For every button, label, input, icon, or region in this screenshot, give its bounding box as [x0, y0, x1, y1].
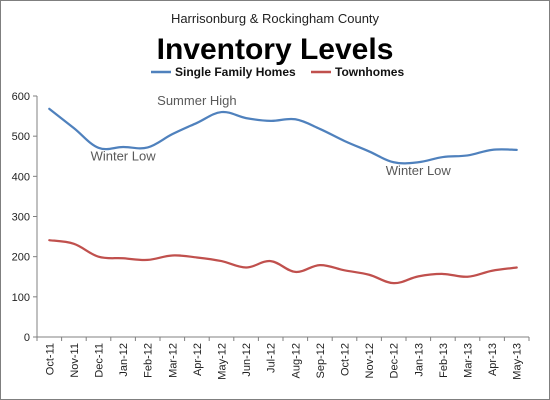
- y-tick-label: 400: [12, 171, 30, 183]
- annotation-label: Winter Low: [91, 148, 157, 163]
- data-point: [367, 273, 371, 277]
- x-tick-label: Nov-11: [69, 343, 81, 378]
- data-point: [515, 266, 519, 270]
- data-point: [515, 148, 519, 152]
- data-point: [47, 238, 51, 242]
- data-point: [220, 110, 224, 114]
- series-line-townhomes: [48, 239, 518, 285]
- data-point: [195, 255, 199, 259]
- annotation-label: Winter Low: [386, 163, 452, 178]
- annotation-label: Summer High: [157, 93, 236, 108]
- data-point: [170, 253, 174, 257]
- data-point: [466, 275, 470, 279]
- data-point: [170, 132, 174, 136]
- annotation-layer: Winter Low Summer High Winter Low: [91, 93, 452, 178]
- y-tick-label: 200: [12, 252, 30, 264]
- data-point: [490, 269, 494, 273]
- data-point: [343, 268, 347, 272]
- legend-label-townhomes: Townhomes: [335, 65, 404, 79]
- y-tick-label: 0: [24, 332, 30, 344]
- data-point: [244, 266, 248, 270]
- data-point: [293, 270, 297, 274]
- x-tick-label: Jan-13: [413, 343, 425, 377]
- legend-label-single-family: Single Family Homes: [175, 65, 296, 79]
- data-point: [293, 117, 297, 121]
- data-point: [441, 155, 445, 159]
- data-point: [318, 263, 322, 267]
- x-tick-label: Dec-11: [94, 343, 106, 378]
- y-tick-label: 100: [12, 292, 30, 304]
- data-point: [47, 107, 51, 111]
- x-tick-label: Aug-12: [290, 343, 302, 378]
- series-layer: [47, 107, 519, 285]
- y-tick-label: 500: [12, 131, 30, 143]
- y-tick-label: 600: [12, 91, 30, 103]
- data-point: [367, 149, 371, 153]
- chart-title: Inventory Levels: [157, 33, 394, 66]
- x-tick-label: Feb-12: [143, 343, 155, 378]
- data-point: [244, 116, 248, 120]
- data-point: [220, 259, 224, 263]
- x-axis: Oct-11 Nov-11 Dec-11 Jan-12 Feb-12 Mar-12 Apr-…: [36, 336, 530, 380]
- data-point: [97, 255, 101, 259]
- x-tick-label: Jul-12: [266, 343, 278, 373]
- data-point: [269, 119, 273, 123]
- data-point: [343, 139, 347, 143]
- x-tick-label: Apr-12: [192, 343, 204, 376]
- y-axis: 0 100 200 300 400 500 600: [12, 91, 38, 344]
- x-tick-label: May-12: [217, 343, 229, 380]
- x-tick-label: Oct-12: [340, 343, 352, 376]
- x-tick-label: Oct-11: [44, 343, 56, 375]
- data-point: [121, 256, 125, 260]
- x-tick-label: Apr-13: [487, 343, 499, 376]
- x-tick-label: Jun-12: [241, 343, 253, 377]
- data-point: [490, 148, 494, 152]
- data-point: [146, 258, 150, 262]
- data-point: [72, 242, 76, 246]
- data-point: [416, 274, 420, 278]
- data-point: [441, 272, 445, 276]
- series-line-single-family: [48, 107, 518, 165]
- x-tick-label: May-13: [512, 343, 524, 380]
- data-point: [392, 281, 396, 285]
- data-point: [72, 126, 76, 130]
- x-tick-label: Jan-12: [118, 343, 130, 377]
- data-point: [466, 153, 470, 157]
- legend: Single Family Homes Townhomes: [151, 65, 404, 79]
- data-point: [195, 121, 199, 125]
- data-point: [269, 259, 273, 263]
- x-tick-label: Nov-12: [364, 343, 376, 378]
- data-point: [318, 127, 322, 131]
- x-tick-label: Mar-13: [463, 343, 475, 378]
- x-tick-label: Mar-12: [167, 343, 179, 378]
- chart-subtitle: Harrisonburg & Rockingham County: [171, 11, 380, 26]
- x-tick-label: Feb-13: [438, 343, 450, 378]
- x-tick-label: Dec-12: [389, 343, 401, 378]
- y-tick-label: 300: [12, 212, 30, 224]
- x-tick-label: Sep-12: [315, 343, 327, 378]
